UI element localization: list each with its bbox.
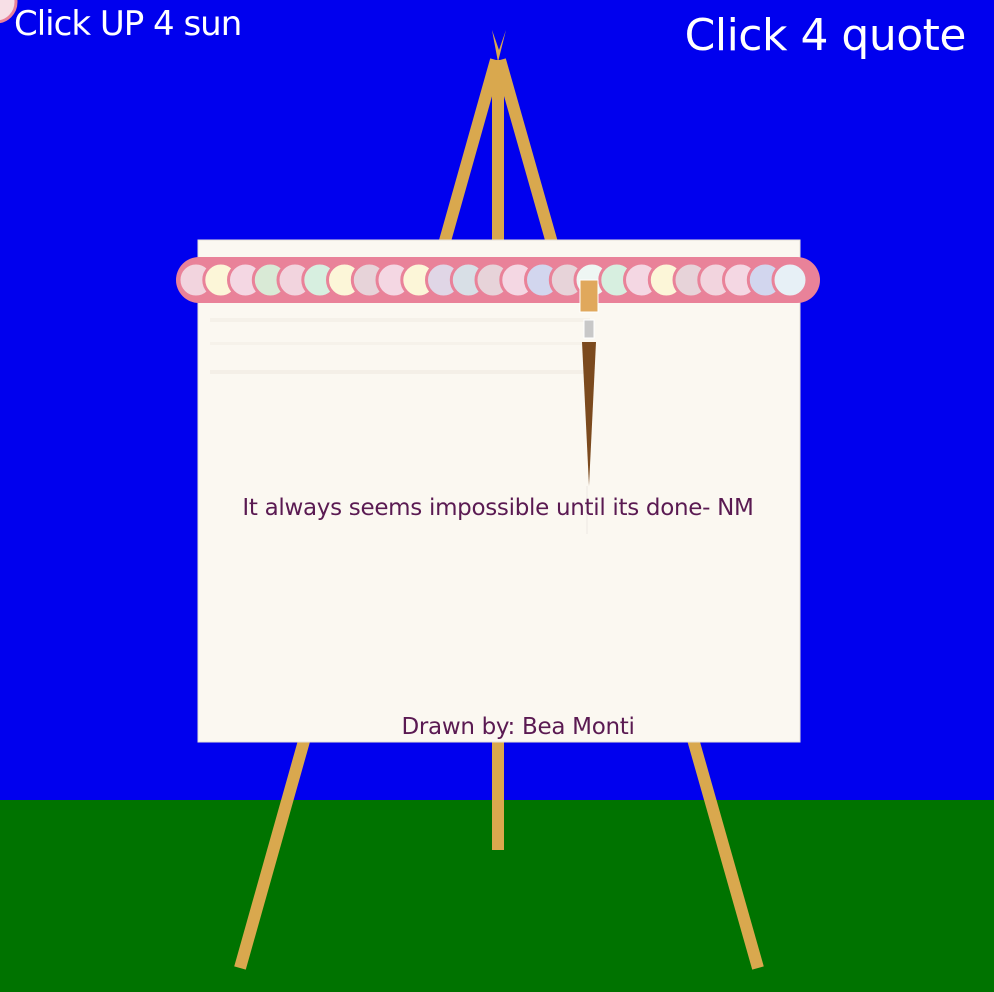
brush-streaks [210,318,590,374]
brush-tip [579,279,599,313]
easel-top-spike [492,30,506,62]
brush-ferrule [583,319,595,339]
paint-brush[interactable] [579,279,599,534]
quote-hint-label: Click 4 quote [684,10,967,61]
paint-blob [771,261,809,299]
canvas-board[interactable] [197,239,801,743]
paint-blob-row [177,261,809,299]
brush-handle [582,342,596,486]
sun [0,0,18,24]
sun-hint-label: Click UP 4 sun [14,4,242,44]
quote-text: It always seems impossible until its don… [242,495,753,521]
credit-text: Drawn by: Bea Monti [401,714,634,740]
